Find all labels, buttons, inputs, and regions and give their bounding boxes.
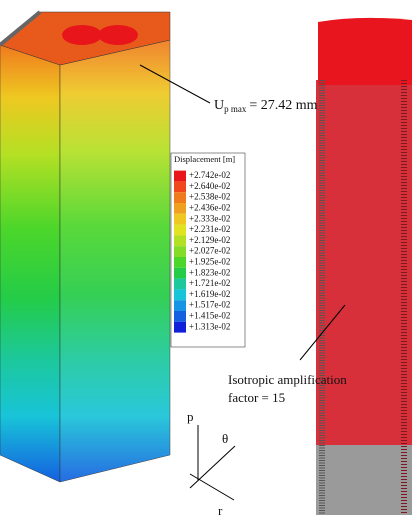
legend-swatch — [174, 171, 186, 182]
legend-label: +1.721e-02 — [189, 278, 230, 288]
legend: Displacement [m] +2.742e-02+2.640e-02+2.… — [171, 153, 245, 347]
legend-label: +2.538e-02 — [189, 192, 230, 202]
legend-swatch — [174, 268, 186, 279]
legend-label: +1.415e-02 — [189, 310, 230, 320]
legend-swatch — [174, 192, 186, 203]
legend-label: +2.742e-02 — [189, 170, 230, 180]
legend-swatch — [174, 257, 186, 268]
axis-label: θ — [222, 431, 228, 446]
legend-label: +2.027e-02 — [189, 246, 230, 256]
legend-label: +1.313e-02 — [189, 321, 230, 331]
legend-swatch — [174, 181, 186, 192]
legend-swatch — [174, 235, 186, 246]
axis-label: r — [218, 503, 223, 518]
legend-swatch — [174, 203, 186, 214]
legend-label: +2.231e-02 — [189, 224, 230, 234]
legend-label: +2.333e-02 — [189, 213, 230, 223]
legend-swatch — [174, 311, 186, 322]
coordinate-axes: p θ r — [187, 409, 235, 518]
legend-label: +2.640e-02 — [189, 181, 230, 191]
fe-model — [0, 12, 170, 482]
legend-label: +1.925e-02 — [189, 256, 230, 266]
legend-label: +2.129e-02 — [189, 235, 230, 245]
legend-swatch — [174, 214, 186, 225]
legend-title: Displacement [m] — [174, 154, 235, 164]
legend-swatch — [174, 322, 186, 333]
legend-swatch — [174, 246, 186, 257]
legend-label: +1.517e-02 — [189, 300, 230, 310]
deformed-model — [316, 18, 412, 515]
legend-label: +1.619e-02 — [189, 289, 230, 299]
legend-swatch — [174, 279, 186, 290]
legend-label: +2.436e-02 — [189, 202, 230, 212]
legend-swatch — [174, 289, 186, 300]
figure: Up max= 27.42 mm Displacement [m] +2.742… — [0, 0, 418, 520]
amplification-text: factor = 15 — [228, 390, 285, 405]
legend-swatch — [174, 300, 186, 311]
legend-swatch — [174, 225, 186, 236]
legend-label: +1.823e-02 — [189, 267, 230, 277]
max-displacement: Up max= 27.42 mm — [214, 98, 318, 114]
axis-label: p — [187, 409, 194, 424]
amplification-text: Isotropic amplification — [228, 372, 347, 387]
